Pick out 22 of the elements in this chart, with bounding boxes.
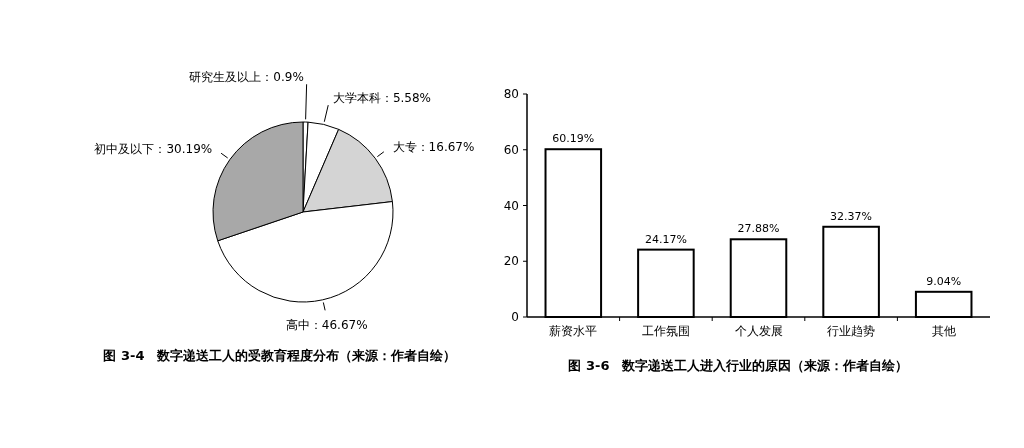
data-label: 60.19% bbox=[552, 132, 595, 146]
x-tick-label: 行业趋势 bbox=[827, 324, 876, 338]
slice-label: 初中及以下：30.19% bbox=[94, 142, 213, 157]
slice-label: 大学本科：5.58% bbox=[332, 91, 432, 106]
text: 图 3-6 数字递送工人进入行业的原因（来源：作者自绘） bbox=[568, 358, 909, 373]
y-tick-label: 0 bbox=[511, 310, 519, 324]
data-label: 32.37% bbox=[830, 209, 873, 223]
y-tick-label: 60 bbox=[503, 142, 519, 157]
x-tick-label: 个人发展 bbox=[734, 324, 783, 338]
x-tick-label: 其他 bbox=[931, 324, 956, 338]
y-tick-label: 40 bbox=[503, 198, 519, 213]
x-tick-label: 工作氛围 bbox=[641, 324, 690, 338]
text: 图 3-4 数字递送工人的受教育程度分布（来源：作者自绘） bbox=[103, 348, 457, 363]
data-label: 9.04% bbox=[926, 274, 962, 288]
y-tick-label: 20 bbox=[503, 254, 519, 269]
data-label: 27.88% bbox=[737, 222, 780, 236]
slice-label: 大专：16.67% bbox=[392, 140, 475, 155]
slice-label: 高中：46.67% bbox=[285, 318, 368, 333]
data-label: 24.17% bbox=[644, 232, 687, 246]
x-tick-label: 薪资水平 bbox=[549, 324, 598, 338]
slice-label: 研究生及以上：0.9% bbox=[189, 70, 304, 85]
y-tick-label: 80 bbox=[503, 87, 519, 101]
